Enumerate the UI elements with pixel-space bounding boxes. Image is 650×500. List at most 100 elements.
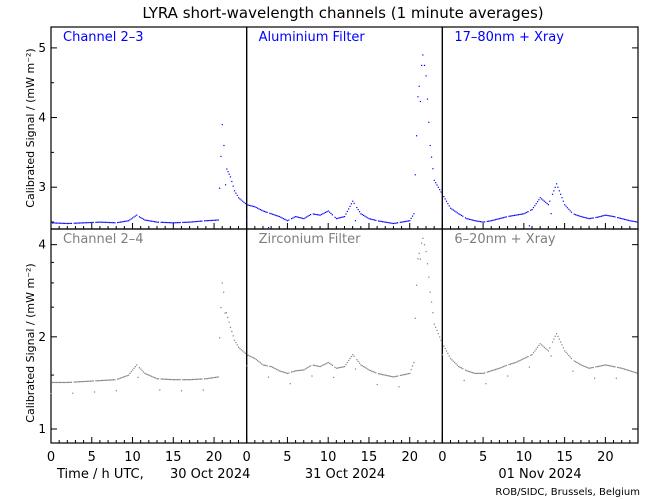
- data-point-bottom-0-53-5: [513, 362, 516, 364]
- data-point-top-0-57-1: [541, 198, 543, 200]
- data-point-bottom-0-51-2: [493, 369, 495, 371]
- data-point-bottom-0-32-4: [365, 367, 367, 369]
- data-point-bottom-0-29-4: [341, 366, 343, 368]
- data-point-top-0-19-2: [257, 207, 259, 209]
- data-point-top-0-31-3: [356, 206, 358, 209]
- data-point-top-0-37-2: [403, 221, 405, 223]
- data-point-bottom-0-4-6: [123, 376, 126, 378]
- data-point-bottom-0-26-2: [314, 364, 316, 367]
- data-point-top-0-9-5: [179, 221, 181, 224]
- data-point-top-0-60-1: [565, 205, 567, 207]
- data-point-bottom-0-56-3: [535, 348, 537, 350]
- data-point-top-0-20-0: [262, 210, 264, 212]
- data-point-top-0-63-1: [589, 217, 592, 220]
- data-point-top-0-22-1: [280, 216, 282, 218]
- data-point-top-0-7-2: [146, 219, 149, 222]
- x-tick-label-1: 5: [88, 450, 96, 465]
- data-point-bottom-0-35-2: [387, 375, 389, 377]
- data-point-bottom-0-57-5: [546, 349, 548, 351]
- data-point-bottom-0-34-5: [383, 374, 385, 376]
- data-point-bottom-0-23-0: [286, 372, 289, 375]
- data-point-bottom-0-22-1: [280, 370, 282, 372]
- data-point-bottom-0-9-4: [178, 379, 180, 381]
- data-point-bottom-0-39-2: [416, 284, 418, 286]
- data-point-top-0-56-0: [531, 208, 533, 211]
- data-point-top-0-2-4: [88, 221, 90, 224]
- data-point-bottom-0-2-8: [93, 391, 96, 393]
- data-point-top-0-38-0: [409, 220, 411, 222]
- data-point-top-0-40-0: [417, 96, 419, 98]
- data-point-top-0-39-0: [413, 213, 415, 215]
- data-point-bottom-0-66-5: [619, 367, 622, 369]
- data-point-top-0-23-1: [288, 219, 290, 221]
- panel-frame-bottom-1: [246, 228, 443, 444]
- data-point-bottom-0-63-1: [589, 367, 592, 369]
- data-point-bottom-0-10-3: [193, 378, 195, 381]
- data-point-bottom-0-50-4: [488, 371, 490, 373]
- data-point-bottom-0-53-1: [508, 363, 510, 366]
- data-point-bottom-0-7-0: [144, 372, 146, 375]
- data-point-bottom-0-5-3: [132, 369, 134, 371]
- data-point-bottom-0-8-6: [164, 378, 166, 380]
- data-point-top-0-26-1: [312, 213, 314, 215]
- data-point-top-0-64-4: [602, 215, 604, 217]
- day-label-oct-30: 30 Oct 2024: [170, 467, 250, 482]
- data-point-top-0-18-3: [250, 205, 252, 207]
- data-point-bottom-0-5-2: [130, 371, 132, 373]
- data-point-bottom-0-65-3: [608, 365, 611, 367]
- data-point-bottom-0-62-5: [587, 367, 589, 369]
- data-point-bottom-0-44-3: [437, 333, 439, 335]
- data-point-bottom-0-62-1: [581, 364, 583, 367]
- data-point-bottom-0-9-2: [175, 379, 177, 381]
- data-point-bottom-0-2-0: [83, 380, 85, 383]
- data-point-top-0-61-1: [573, 213, 575, 215]
- data-point-top-0-1-2: [69, 222, 71, 225]
- data-point-bottom-0-4-8: [126, 375, 128, 377]
- x-tick-label-8: 15: [361, 450, 378, 465]
- data-point-bottom-0-10-8: [199, 378, 202, 380]
- data-point-bottom-0-46-2: [452, 360, 454, 362]
- data-point-bottom-0-0-9: [62, 381, 64, 384]
- data-point-bottom-0-45-4: [447, 352, 449, 355]
- data-point-bottom-0-52-3: [502, 365, 505, 368]
- data-point-top-0-23-5: [293, 216, 295, 218]
- data-point-bottom-0-20-5: [269, 365, 271, 367]
- data-point-top-0-8-7: [165, 221, 168, 224]
- data-point-top-0-3-0: [99, 221, 101, 223]
- data-point-top-0-25-2: [305, 216, 308, 218]
- x-tick-label-4: 20: [206, 450, 223, 465]
- data-point-top-0-26-3: [315, 213, 317, 216]
- data-point-bottom-0-35-4: [390, 375, 392, 377]
- data-point-top-0-52-0: [498, 218, 501, 220]
- data-point-top-0-35-5: [391, 222, 393, 224]
- data-point-bottom-0-15-1: [231, 330, 233, 333]
- data-point-top-0-2-3: [87, 222, 89, 224]
- data-point-top-0-34-5: [383, 221, 385, 223]
- data-point-top-0-50-1: [483, 221, 486, 223]
- data-point-bottom-0-26-4: [316, 365, 319, 367]
- data-point-bottom-0-1-8: [77, 381, 79, 383]
- data-point-top-0-45-1: [443, 195, 445, 198]
- data-point-bottom-0-6-5: [142, 371, 145, 373]
- data-point-bottom-0-27-2: [322, 364, 324, 366]
- data-point-bottom-0-66-0: [613, 365, 615, 368]
- data-point-bottom-0-61-3: [576, 361, 578, 364]
- data-point-bottom-0-27-4: [324, 363, 327, 365]
- y-tick-label-bottom-2: 4: [38, 238, 46, 252]
- data-point-top-0-10-8: [199, 220, 202, 222]
- data-point-top-0-3-3: [103, 221, 105, 223]
- data-point-bottom-0-9-5: [179, 379, 181, 381]
- data-point-top-0-6-2: [138, 216, 141, 218]
- data-point-bottom-0-59-5: [562, 347, 564, 349]
- data-point-bottom-0-25-1: [304, 368, 306, 370]
- data-point-top-0-25-3: [307, 215, 309, 217]
- data-point-top-0-10-7: [198, 220, 200, 222]
- data-point-bottom-0-64-4: [602, 364, 604, 367]
- data-point-bottom-0-36-1: [394, 376, 396, 378]
- data-point-bottom-0-6-1: [137, 376, 139, 379]
- data-point-bottom-0-4-0: [115, 390, 117, 392]
- data-point-top-0-7-5: [151, 220, 153, 222]
- data-point-top-0-50-4: [488, 220, 490, 222]
- y-tick-label-top-0: 3: [38, 180, 46, 194]
- data-point-bottom-0-31-1: [353, 355, 355, 357]
